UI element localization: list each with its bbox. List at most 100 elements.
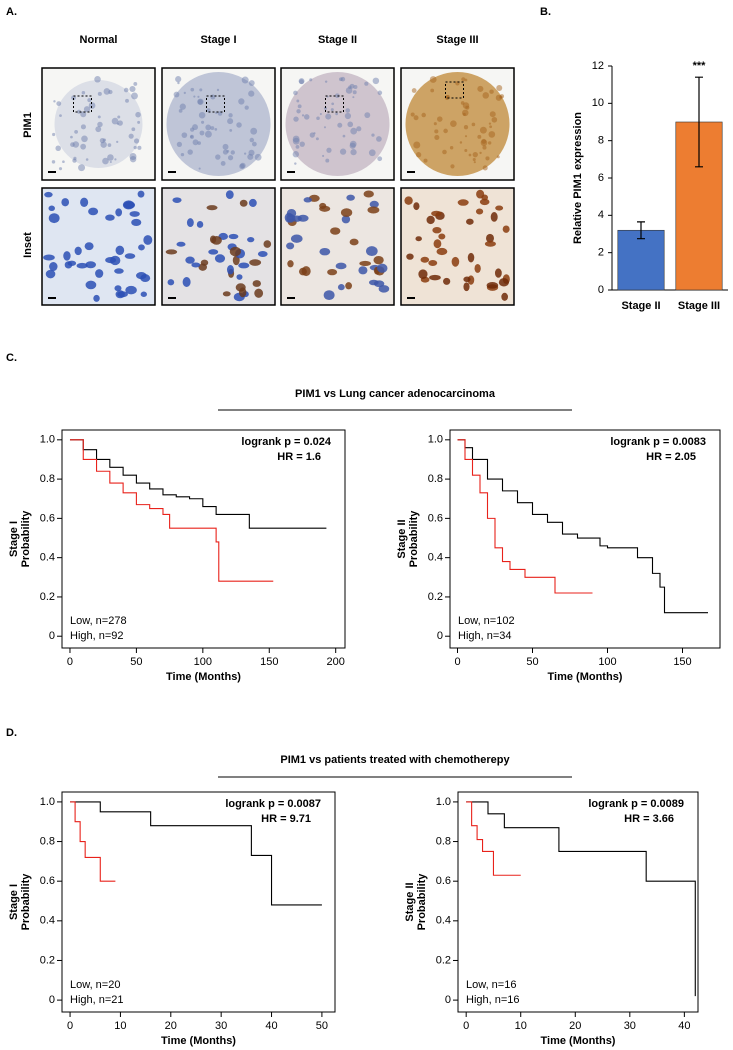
y-tick-label: 1.0: [40, 434, 55, 446]
y-tick-label: 0: [49, 994, 55, 1006]
tissue-texture: [313, 132, 316, 135]
tissue-texture: [496, 85, 503, 92]
nucleus: [239, 199, 248, 207]
tissue-texture: [59, 114, 62, 117]
nucleus: [48, 213, 60, 224]
nucleus: [185, 256, 195, 264]
tissue-core: [405, 72, 510, 176]
nucleus: [486, 282, 499, 289]
nucleus: [413, 202, 420, 211]
nucleus: [43, 254, 55, 261]
nucleus: [254, 288, 264, 298]
nucleus: [345, 282, 353, 290]
tissue-texture: [244, 105, 249, 110]
nucleus: [431, 210, 442, 217]
roi-box: [445, 81, 464, 99]
x-tick-label: 40: [265, 1020, 277, 1032]
tissue-texture: [468, 153, 472, 157]
tissue-texture: [215, 154, 221, 160]
tissue-texture: [293, 116, 299, 122]
tissue-texture: [190, 87, 195, 92]
y-axis-label: Stage II: [404, 882, 416, 921]
tissue-texture: [344, 112, 352, 120]
tissue-texture: [238, 98, 245, 105]
y-tick-label: 0.2: [436, 954, 451, 966]
tissue-texture: [236, 122, 242, 128]
tissue-texture: [178, 109, 183, 113]
tissue-texture: [345, 108, 351, 113]
tissue-texture: [222, 143, 229, 150]
legend-entry: Low, n=20: [70, 979, 120, 991]
y-tick-label: 8: [598, 135, 604, 147]
tissue-texture: [449, 146, 454, 150]
tissue-texture: [76, 109, 82, 114]
nucleus: [287, 260, 294, 268]
y-tick-label: 0.2: [40, 591, 55, 603]
statistic: logrank p = 0.0089: [588, 798, 684, 810]
roi-box: [325, 95, 344, 113]
tissue-texture: [210, 126, 215, 130]
tissue-texture: [324, 80, 328, 83]
tissue-texture: [249, 137, 255, 143]
tissue-texture: [133, 82, 138, 86]
y-tick-label: 0.4: [436, 915, 451, 927]
nucleus: [467, 252, 475, 263]
tissue-texture: [459, 141, 463, 144]
nucleus: [167, 279, 175, 286]
nucleus: [463, 282, 470, 292]
tissue-texture: [183, 91, 186, 95]
tissue-texture: [450, 164, 455, 169]
tissue-core: [285, 72, 390, 176]
nucleus: [45, 269, 56, 279]
tissue-texture: [434, 129, 439, 134]
tissue-texture: [297, 104, 302, 109]
tissue-texture: [443, 128, 448, 134]
y-tick-label: 1.0: [40, 796, 55, 808]
panel-label: B.: [540, 6, 551, 18]
tissue-texture: [125, 98, 129, 103]
tissue-texture: [482, 92, 490, 99]
nucleus: [369, 200, 379, 208]
tissue-texture: [52, 132, 56, 137]
tissue-texture: [489, 111, 496, 118]
tissue-texture: [94, 75, 101, 83]
tissue-texture: [70, 135, 73, 139]
tissue-texture: [214, 127, 218, 131]
y-tick-label: 0.4: [40, 915, 55, 927]
nucleus: [257, 250, 268, 257]
survival-curve: [466, 801, 696, 997]
tissue-texture: [489, 125, 493, 129]
tissue-texture: [430, 88, 435, 93]
tissue-texture: [339, 148, 347, 155]
x-axis-label: Time (Months): [166, 671, 241, 683]
tissue-texture: [322, 154, 325, 157]
nucleus: [433, 239, 442, 249]
tissue-texture: [241, 76, 249, 84]
tissue-texture: [477, 134, 482, 139]
plot-frame: [457, 791, 699, 1013]
tissue-texture: [131, 92, 138, 100]
tissue-texture: [411, 88, 417, 93]
nucleus: [236, 274, 243, 280]
nucleus: [249, 259, 262, 266]
nucleus: [200, 259, 209, 266]
legend-entry: High, n=92: [70, 630, 124, 642]
nucleus: [475, 208, 484, 215]
nucleus: [114, 268, 124, 274]
nucleus: [238, 262, 250, 269]
legend-entry: Low, n=102: [458, 615, 515, 627]
tissue-texture: [131, 127, 136, 132]
y-tick-label: 0: [437, 630, 443, 642]
tissue-texture: [462, 102, 470, 109]
nucleus: [208, 249, 219, 255]
nucleus: [123, 201, 136, 209]
tissue-texture: [80, 111, 87, 118]
tissue-texture: [123, 87, 129, 93]
row-label: PIM1: [22, 112, 34, 138]
y-axis-label: Stage II: [396, 519, 408, 558]
tissue-texture: [293, 90, 298, 96]
x-tick-label: 200: [327, 656, 345, 668]
tissue-texture: [464, 135, 468, 138]
tissue-texture: [229, 128, 233, 132]
y-tick-label: 6: [598, 172, 604, 184]
